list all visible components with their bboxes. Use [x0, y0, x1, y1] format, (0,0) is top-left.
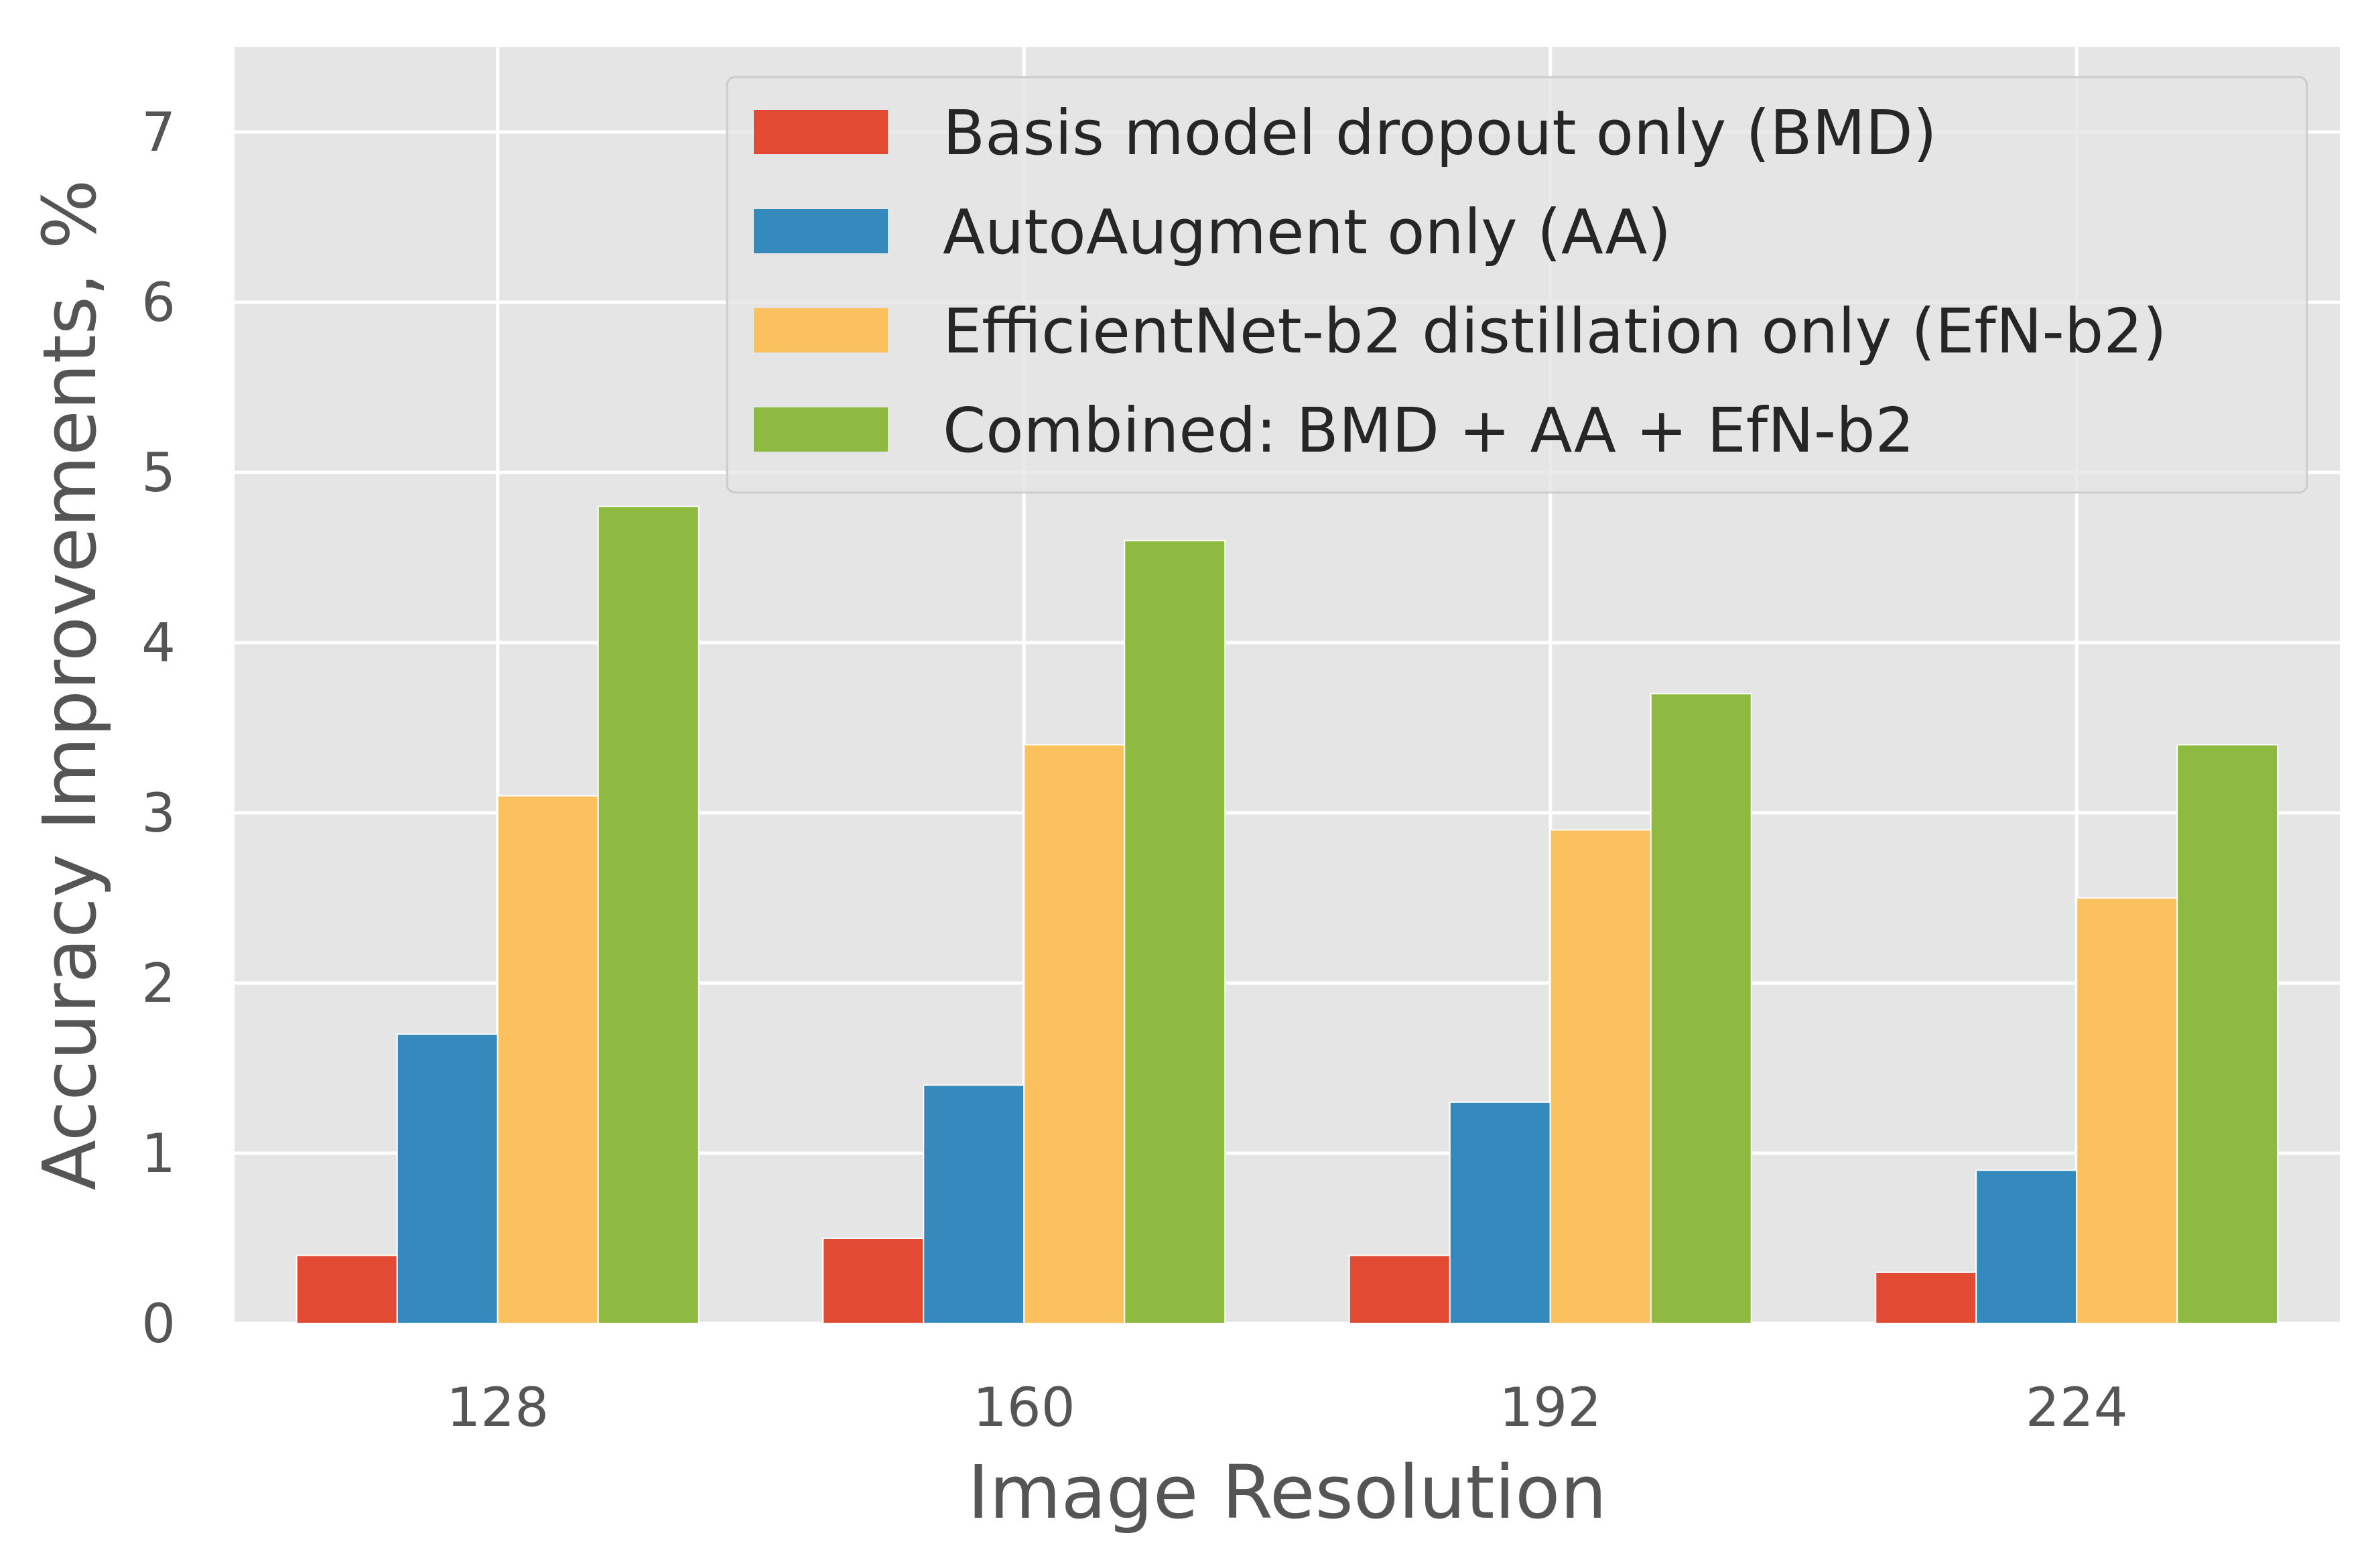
y-axis-label: Accuracy Improvements, % — [27, 180, 113, 1191]
x-axis-label: Image Resolution — [968, 1449, 1607, 1535]
legend-swatch — [754, 110, 888, 154]
legend-swatch — [754, 407, 888, 452]
y-tick-label: 0 — [141, 1293, 176, 1355]
y-tick-label: 4 — [141, 612, 176, 674]
y-tick-label: 7 — [141, 101, 176, 164]
bar — [923, 1084, 1025, 1325]
legend-swatch — [754, 209, 888, 253]
bar — [1348, 1254, 1451, 1325]
legend: Basis model dropout only (BMD) AutoAugmen… — [726, 76, 2308, 494]
bar — [822, 1238, 925, 1324]
bar — [1650, 693, 1752, 1324]
bar — [597, 505, 700, 1324]
bar — [1023, 744, 1126, 1324]
x-tick-label: 192 — [1499, 1376, 1601, 1439]
legend-label: EfficientNet-b2 distillation only (EfN-b… — [943, 296, 2167, 367]
legend-label: Basis model dropout only (BMD) — [943, 97, 1937, 169]
bar — [2076, 897, 2178, 1324]
y-tick-label: 1 — [141, 1122, 176, 1185]
bar — [295, 1254, 398, 1325]
y-tick-label: 2 — [141, 952, 176, 1015]
legend-swatch — [754, 308, 888, 352]
bar — [1975, 1169, 2078, 1325]
y-tick-label: 5 — [141, 442, 176, 504]
bar — [2176, 744, 2279, 1324]
y-tick-label: 6 — [141, 271, 176, 334]
x-tick-label: 224 — [2026, 1376, 2128, 1439]
bar — [1549, 829, 1652, 1324]
x-axis-ticks: 128 160 192 224 — [446, 1376, 2127, 1439]
x-tick-label: 160 — [973, 1376, 1075, 1439]
y-tick-label: 3 — [141, 782, 176, 844]
legend-label: AutoAugment only (AA) — [943, 196, 1671, 268]
bar — [1449, 1101, 1551, 1325]
bar — [497, 795, 599, 1324]
y-axis-ticks: 0 1 2 3 4 5 6 7 — [141, 101, 176, 1355]
legend-box — [726, 76, 2308, 494]
bar — [1875, 1271, 1977, 1325]
bar — [396, 1033, 499, 1324]
legend-label: Combined: BMD + AA + EfN-b2 — [943, 395, 1914, 466]
bar — [1124, 539, 1226, 1324]
x-tick-label: 128 — [446, 1376, 549, 1439]
bars — [295, 505, 2279, 1325]
